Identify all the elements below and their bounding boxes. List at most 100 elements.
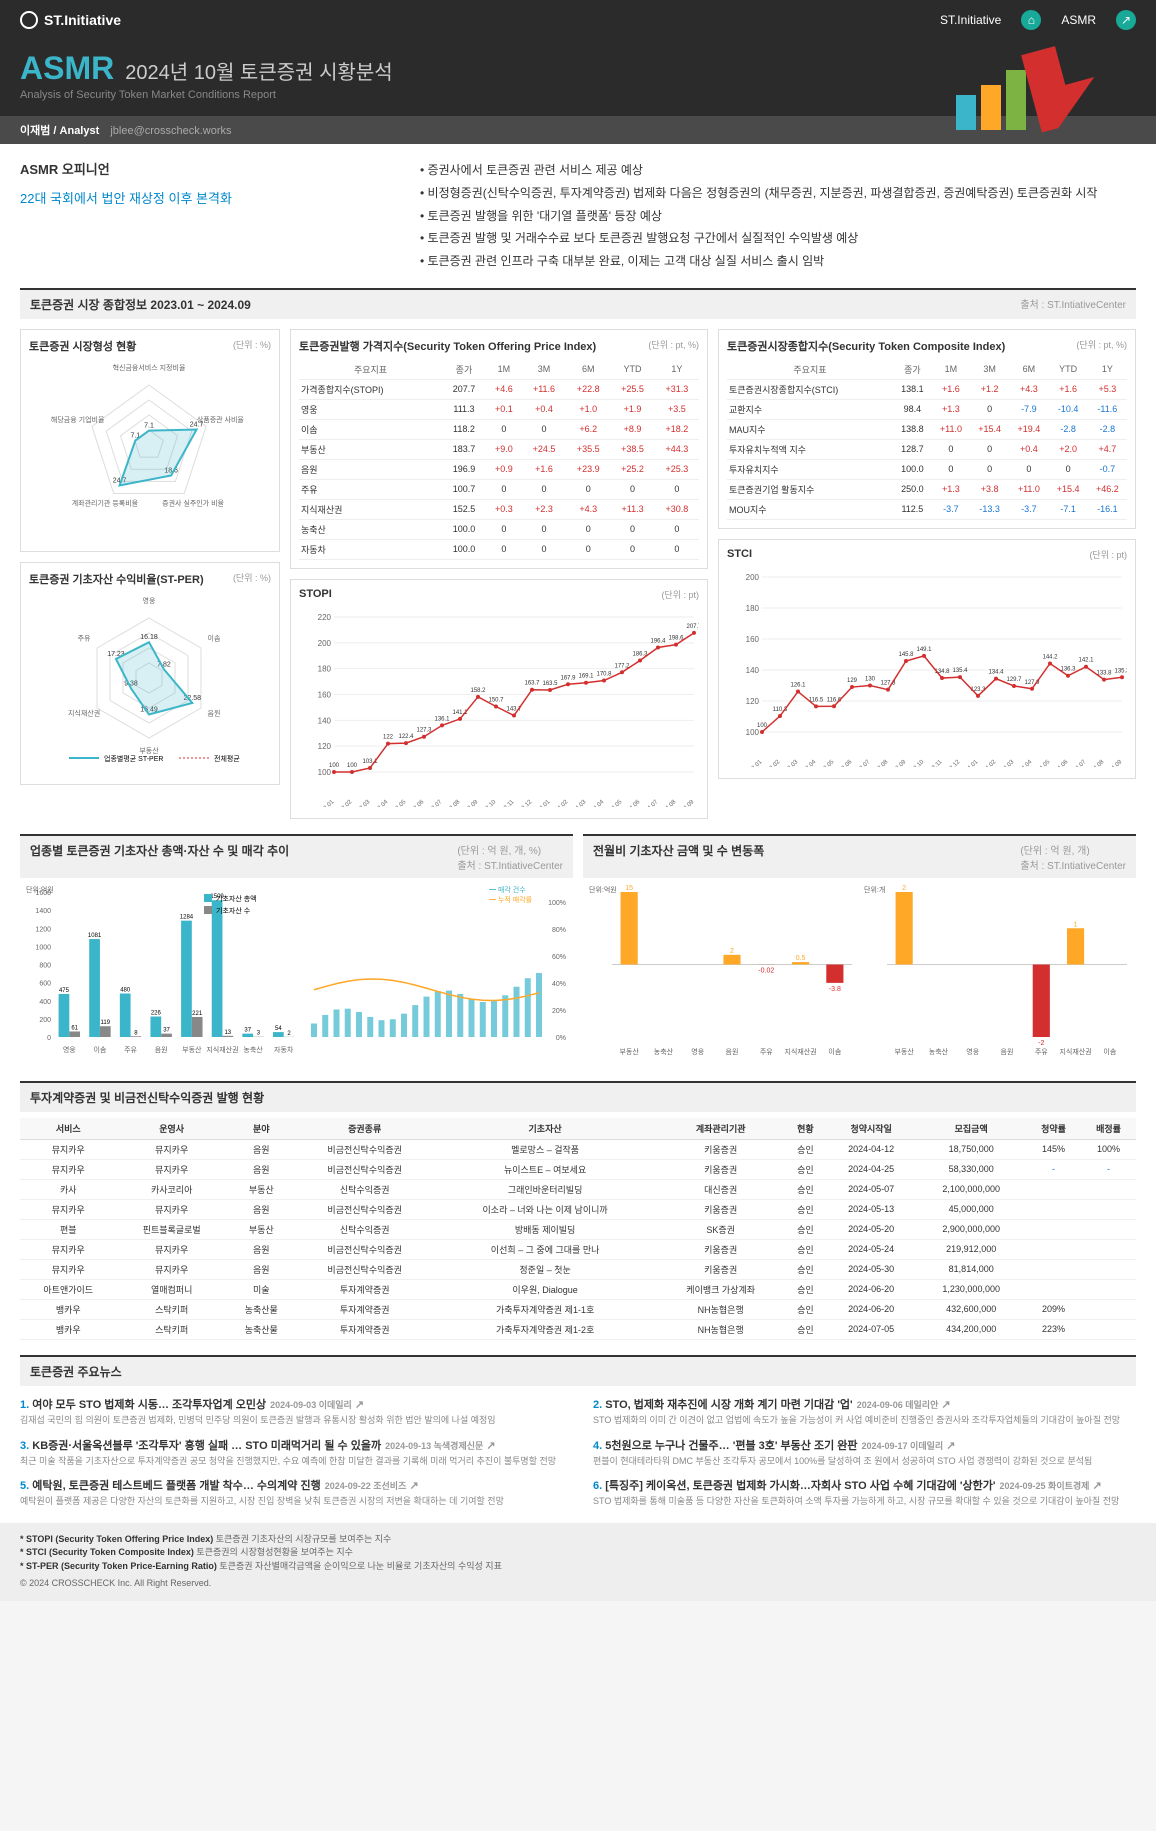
news-title: 토큰증권 주요뉴스 [30, 1363, 122, 1380]
svg-text:이솜: 이솜 [208, 633, 221, 642]
svg-text:지식재산권: 지식재산권 [68, 708, 100, 717]
issuance-title: 투자계약증권 및 비금전신탁수익증권 발행 현황 [30, 1089, 264, 1106]
svg-text:220: 220 [318, 613, 332, 622]
home-icon[interactable]: ⌂ [1021, 10, 1041, 30]
svg-text:2023.04: 2023.04 [798, 759, 818, 767]
svg-text:145.8: 145.8 [898, 652, 914, 658]
svg-text:2023.02: 2023.02 [334, 799, 354, 807]
svg-text:60%: 60% [552, 954, 566, 961]
svg-text:농축산: 농축산 [243, 1045, 263, 1054]
svg-text:2023.02: 2023.02 [762, 759, 782, 767]
svg-text:24.7: 24.7 [190, 422, 204, 429]
svg-text:지식재산권: 지식재산권 [784, 1047, 816, 1056]
nav-link-1[interactable]: ST.Initiative [940, 13, 1001, 27]
svg-text:기초자산 총액: 기초자산 총액 [216, 894, 257, 903]
svg-text:180: 180 [746, 604, 760, 613]
opinion-bullet: 토큰증권 관련 인프라 구축 대부분 완료, 이제는 고객 대상 실질 서비스 … [420, 250, 1136, 273]
svg-text:142.1: 142.1 [1078, 658, 1094, 664]
svg-text:자동차: 자동차 [274, 1045, 294, 1054]
svg-text:2024.03: 2024.03 [996, 759, 1016, 767]
news-item[interactable]: 5. 예탁원, 토큰증권 테스트베드 플랫폼 개발 착수… 수의계약 진행202… [20, 1477, 563, 1508]
share-icon[interactable]: ↗ [1116, 10, 1136, 30]
stopi-chart-title: STOPI [299, 588, 332, 601]
nav-link-2[interactable]: ASMR [1061, 13, 1096, 27]
stopi-line-chart: 100120140160180200220100100103.1122122.4… [299, 607, 699, 807]
news-item[interactable]: 1. 여야 모두 STO 법제화 시동… 조각투자업계 오민상2024-09-0… [20, 1396, 563, 1427]
svg-text:주유: 주유 [78, 634, 91, 642]
stopi-table-unit: (단위 : pt, %) [648, 338, 699, 354]
svg-text:지식재산권: 지식재산권 [206, 1045, 238, 1054]
svg-text:2023.08: 2023.08 [442, 799, 462, 807]
svg-text:전체평균: 전체평균 [214, 754, 240, 763]
stopi-chart-unit: (단위 : pt) [661, 588, 699, 601]
svg-text:2023.11: 2023.11 [496, 799, 516, 807]
svg-text:음원: 음원 [726, 1047, 739, 1056]
opinion-bullet: 증권사에서 토큰증권 관련 서비스 제공 예상 [420, 159, 1136, 182]
footer: * STOPI (Security Token Offering Price I… [0, 1523, 1156, 1601]
svg-text:업종별평균 ST-PER: 업종별평균 ST-PER [104, 754, 163, 763]
svg-text:단위:억원: 단위:억원 [26, 885, 54, 894]
news-item[interactable]: 6. [특징주] 케이옥션, 토큰증권 법제화 가시화…자회사 STO 사업 수… [593, 1477, 1136, 1508]
section1-title: 토큰증권 시장 종합정보 2023.01 ~ 2024.09 [30, 296, 251, 313]
svg-text:2024.06: 2024.06 [622, 799, 642, 807]
section2-header: 업종별 토큰증권 기초자산 총액·자산 수 및 매각 추이 (단위 : 억 원,… [20, 834, 573, 878]
svg-text:169.1: 169.1 [578, 674, 594, 680]
svg-text:농축산: 농축산 [654, 1047, 674, 1056]
svg-text:167.9: 167.9 [560, 675, 576, 681]
svg-text:2024.01: 2024.01 [960, 759, 980, 767]
svg-text:-2: -2 [1038, 1040, 1044, 1047]
svg-text:1081: 1081 [88, 933, 102, 939]
svg-text:음원: 음원 [1001, 1047, 1014, 1056]
opinion-section: ASMR 오피니언 22대 국회에서 법안 재상정 이후 본격화 증권사에서 토… [20, 159, 1136, 273]
svg-text:영웅: 영웅 [691, 1047, 704, 1056]
svg-text:200: 200 [318, 639, 332, 648]
svg-text:149.1: 149.1 [916, 647, 932, 653]
section1-source: 출처 : ST.IntiativeCenter [1020, 296, 1126, 313]
stci-chart-unit: (단위 : pt) [1089, 548, 1127, 561]
radar1-unit: (단위 : %) [233, 338, 271, 354]
svg-text:2023.09: 2023.09 [888, 759, 908, 767]
svg-text:37: 37 [244, 1028, 251, 1034]
section1-header: 토큰증권 시장 종합정보 2023.01 ~ 2024.09 출처 : ST.I… [20, 288, 1136, 319]
svg-text:증권사 실주인가 비율: 증권사 실주인가 비율 [162, 499, 224, 508]
svg-text:2023.04: 2023.04 [370, 799, 390, 807]
svg-text:2023.03: 2023.03 [780, 759, 800, 767]
delta-amount-chart: 단위:억원15부동산농축산영웅2음원-0.02주유0.5지식재산권-3.8이솜 [587, 882, 857, 1062]
svg-text:2023.12: 2023.12 [514, 799, 534, 807]
svg-text:부동산: 부동산 [894, 1047, 914, 1056]
stopi-table-title: 토큰증권발행 가격지수(Security Token Offering Pric… [299, 338, 596, 354]
svg-text:134.4: 134.4 [988, 670, 1004, 676]
stopi-table: 주요지표종가1M3M6MYTD1Y가격종합지수(STOPI)207.7+4.6+… [299, 360, 699, 560]
header-nav: ST.Initiative ⌂ ASMR ↗ [940, 10, 1136, 30]
title-section: ASMR 2024년 10월 토큰증권 시황분석 Analysis of Sec… [0, 40, 1156, 116]
asset-bar-chart: 02004006008001000120014001600단위:억원47561영… [24, 882, 304, 1062]
svg-text:단위:억원: 단위:억원 [589, 885, 617, 894]
svg-text:129.7: 129.7 [1006, 677, 1022, 683]
news-item[interactable]: 4. 5천원으로 누구나 건물주… '편블 3호' 부동산 조기 완판2024-… [593, 1437, 1136, 1468]
svg-text:126.1: 126.1 [790, 683, 806, 689]
svg-text:1000: 1000 [35, 944, 51, 951]
svg-text:100: 100 [746, 728, 760, 737]
svg-text:이솜: 이솜 [93, 1045, 106, 1054]
svg-text:3: 3 [257, 1031, 261, 1037]
svg-text:2024.05: 2024.05 [604, 799, 624, 807]
svg-text:600: 600 [39, 981, 51, 988]
svg-text:2023.12: 2023.12 [942, 759, 962, 767]
svg-text:부동산: 부동산 [182, 1045, 202, 1054]
svg-text:221: 221 [192, 1011, 203, 1017]
title-abbr: ASMR [20, 50, 114, 86]
section2-title: 업종별 토큰증권 기초자산 총액·자산 수 및 매각 추이 [30, 842, 289, 872]
section3-header: 전월비 기초자산 금액 및 수 변동폭 (단위 : 억 원, 개)출처 : ST… [583, 834, 1136, 878]
svg-text:2023.09: 2023.09 [460, 799, 480, 807]
svg-text:2023.10: 2023.10 [478, 799, 498, 807]
svg-text:영웅: 영웅 [63, 1045, 76, 1054]
svg-text:144.2: 144.2 [1042, 654, 1058, 660]
svg-text:-3.8: -3.8 [829, 986, 841, 993]
news-item[interactable]: 2. STO, 법제화 재추진에 시장 개화 계기 마련 기대감 '업'2024… [593, 1396, 1136, 1427]
svg-text:8: 8 [134, 1030, 138, 1036]
svg-text:15: 15 [625, 885, 633, 892]
svg-text:40%: 40% [552, 981, 566, 988]
news-item[interactable]: 3. KB증권·서울옥션블루 '조각투자' 흥행 실패 … STO 미래먹거리 … [20, 1437, 563, 1468]
svg-text:16.18: 16.18 [140, 634, 158, 641]
svg-text:122.4: 122.4 [398, 734, 414, 740]
